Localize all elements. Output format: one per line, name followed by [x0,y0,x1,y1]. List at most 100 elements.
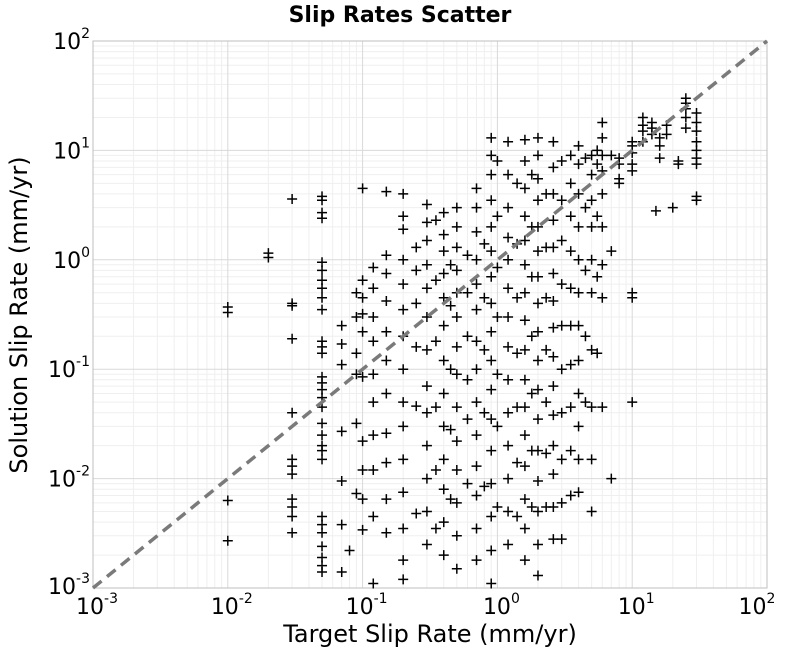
x-tick-label: 101 [618,591,655,620]
scatter-point [451,497,462,508]
scatter-point [548,502,559,513]
y-tick-label-base: 10 [53,249,81,274]
scatter-point [580,397,591,408]
scatter-point [317,283,328,294]
scatter-point [421,199,432,210]
scatter-point [471,226,482,237]
scatter-point [492,211,503,222]
y-tick-label: 101 [53,135,90,164]
scatter-point [580,202,591,213]
scatter-point [548,188,559,199]
scatter-point [421,473,432,484]
scatter-point [368,262,379,273]
scatter-point [486,478,497,489]
scatter-point [357,183,368,194]
scatter-point [556,497,567,508]
scatter-point [492,502,503,513]
scatter-point [336,567,347,578]
scatter-point [573,487,584,498]
scatter-point [637,126,648,137]
scatter-point [597,292,608,303]
scatter-point [486,221,497,232]
scatter-point [381,268,392,279]
scatter-point [381,355,392,366]
scatter-point [532,150,543,161]
scatter-point [368,369,379,380]
scatter-point [462,331,473,342]
scatter-point [381,250,392,261]
scatter-point [667,202,678,213]
scatter-point [486,355,497,366]
scatter-point [556,534,567,545]
y-tick-label-exponent: -3 [76,571,90,587]
scatter-point [597,117,608,128]
scatter-point [471,336,482,347]
scatter-point [573,320,584,331]
scatter-point [438,320,449,331]
y-tick-label-exponent: 1 [81,135,90,151]
scatter-point [430,523,441,534]
scatter-point [471,202,482,213]
scatter-point [368,464,379,475]
scatter-point [492,421,503,432]
plot-area-frame [92,40,768,589]
scatter-point [398,304,409,315]
scatter-point [519,555,530,566]
scatter-point [503,473,514,484]
scatter-point [471,304,482,315]
scatter-point [592,211,603,222]
scatter-point [445,259,456,270]
scatter-point [532,539,543,550]
y-tick-label-exponent: 0 [81,245,90,261]
scatter-point [421,539,432,550]
scatter-point [548,296,559,307]
scatter-point [368,283,379,294]
scatter-point [556,279,567,290]
scatter-point [654,153,665,164]
x-tick-label-base: 10 [346,595,374,620]
scatter-point [486,132,497,143]
x-axis-label: Target Slip Rate (mm/yr) [282,620,577,648]
scatter-point [368,511,379,522]
scatter-point [486,511,497,522]
scatter-point [438,454,449,465]
scatter-point [597,132,608,143]
scatter-point [451,312,462,323]
scatter-point [368,578,379,589]
scatter-point [438,246,449,257]
scatter-point [532,445,543,456]
scatter-point [287,511,298,522]
scatter-point [471,254,482,265]
scatter-point [479,292,490,303]
scatter-point [368,397,379,408]
scatter-point [586,150,597,161]
scatter-point [479,238,490,249]
scatter-point [398,364,409,375]
one-to-one-reference-line [91,39,769,590]
chart-title: Slip Rates Scatter [289,3,512,28]
scatter-point [565,211,576,222]
x-tick-label: 100 [483,591,520,620]
scatter-point [573,221,584,232]
scatter-point [586,221,597,232]
x-tick-label-base: 10 [76,595,104,620]
scatter-point [344,545,355,556]
scatter-point [556,364,567,375]
scatter-point [573,254,584,265]
scatter-point [565,246,576,257]
scatter-point [573,421,584,432]
x-tick-label: 10-3 [76,591,118,620]
scatter-point [462,374,473,385]
scatter-point [398,211,409,222]
scatter-point [471,397,482,408]
scatter-point [336,476,347,487]
scatter-point [556,235,567,246]
scatter-point [317,348,328,359]
scatter-point [519,461,530,472]
scatter-point [486,384,497,395]
scatter-point [680,112,691,123]
x-tick-label-exponent: 1 [646,591,655,607]
scatter-point [421,312,432,323]
scatter-point [597,402,608,413]
scatter-point [451,341,462,352]
